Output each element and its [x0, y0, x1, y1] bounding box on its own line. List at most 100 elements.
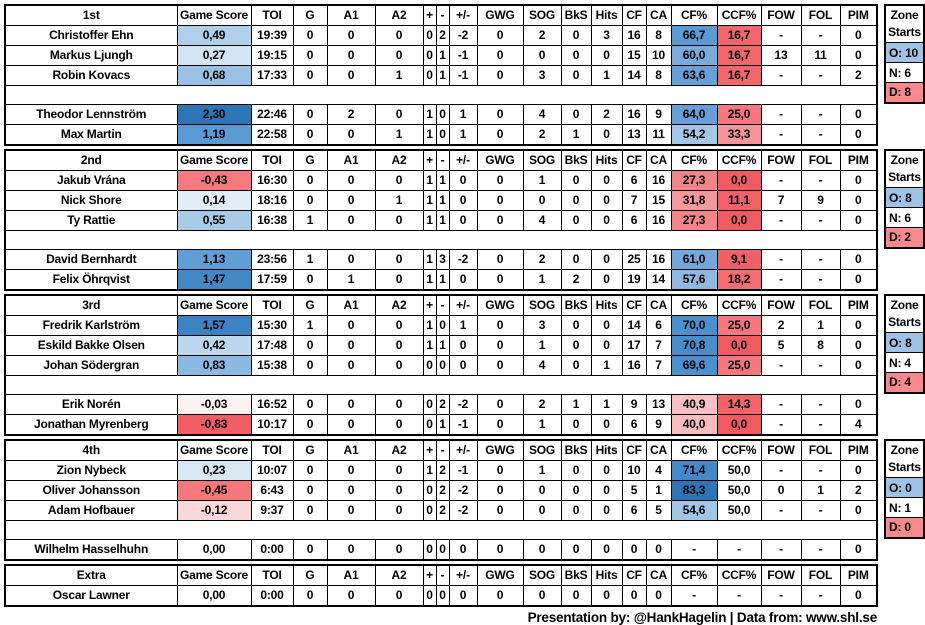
- zone-neutral-row: N: 1: [884, 497, 925, 518]
- stat-cell: 19:39: [250, 25, 294, 46]
- column-header: PIM: [839, 439, 878, 461]
- zone-defensive: D: 0: [884, 517, 925, 538]
- stat-cell: 4: [522, 104, 562, 125]
- column-header: Game Score: [176, 4, 252, 26]
- stat-cell: 0: [435, 104, 450, 125]
- stat-cell: 2: [435, 25, 450, 46]
- column-header: Game Score: [176, 564, 252, 586]
- stat-cell: 0: [560, 355, 592, 376]
- stat-cell: -: [760, 500, 802, 521]
- stat-cell: 0,23: [176, 460, 252, 481]
- player-row: Theodor Lennström 2,30 22:46 0 2 0 1 0 1 0 4 0 2 16 9 6…: [4, 104, 878, 125]
- zone-neutral-row: N: 6: [884, 207, 925, 228]
- stat-cell: -1: [448, 65, 478, 86]
- stat-cell: 4: [839, 414, 878, 436]
- stat-cell: 1: [522, 460, 562, 481]
- column-header: CA: [645, 4, 672, 26]
- stat-cell: 0: [374, 460, 424, 481]
- stat-cell: -: [800, 539, 841, 561]
- stat-cell: 3: [522, 315, 562, 336]
- stat-cell: 0: [422, 500, 437, 521]
- column-header: SOG: [522, 294, 562, 316]
- stats-table: Extra Game Score TOI G A1 A2 + - +/- GWG SOG BkS Hit…: [4, 564, 878, 607]
- stat-cell: 0: [522, 45, 562, 66]
- stat-cell: 0: [839, 104, 878, 125]
- column-header: CF: [621, 294, 647, 316]
- stat-cell: 27,3: [670, 170, 718, 191]
- zone-header-line: Starts: [888, 460, 921, 474]
- section-label: 4th: [4, 439, 178, 461]
- stat-cell: -: [760, 124, 802, 146]
- stat-cell: 1: [292, 249, 328, 270]
- player-row: Jonathan Myrenberg -0,83 10:17 0 0 0 0 1 -1 0 1 0 0 6…: [4, 414, 878, 436]
- player-name-cell: Nick Shore: [4, 190, 178, 211]
- stat-cell: 17:48: [250, 335, 294, 356]
- column-header: CF: [621, 149, 647, 171]
- stat-cell: 0: [560, 65, 592, 86]
- stat-cell: 0: [590, 335, 623, 356]
- column-header: A2: [374, 149, 424, 171]
- stat-cell: 0: [590, 500, 623, 521]
- column-header: -: [435, 294, 450, 316]
- stat-cell: 1: [800, 480, 841, 501]
- column-header: +: [422, 149, 437, 171]
- column-header: +: [422, 294, 437, 316]
- column-header: TOI: [250, 4, 294, 26]
- section-label: 1st: [4, 4, 178, 26]
- stat-cell: 0: [476, 170, 524, 191]
- stat-cell: 0: [590, 539, 623, 561]
- player-row: Max Martin 1,19 22:58 0 0 1 1 0 1 0 2 1 0 13 11 54,2 33,…: [4, 124, 878, 146]
- stat-cell: 1: [448, 104, 478, 125]
- stat-cell: 0: [326, 65, 376, 86]
- player-name-cell: Erik Norén: [4, 394, 178, 415]
- stat-cell: 60,0: [670, 45, 718, 66]
- stat-cell: 0: [374, 104, 424, 125]
- player-row: Johan Södergran 0,83 15:38 0 0 0 0 0 0 0 4 0 1 16 7 69,…: [4, 355, 878, 376]
- stat-cell: 0: [422, 25, 437, 46]
- stat-cell: 6: [621, 500, 647, 521]
- column-header: -: [435, 4, 450, 26]
- column-header: TOI: [250, 294, 294, 316]
- column-header: CCF%: [716, 564, 762, 586]
- stat-cell: 14: [621, 65, 647, 86]
- stat-cell: -: [760, 104, 802, 125]
- stat-cell: 1: [448, 315, 478, 336]
- column-header: SOG: [522, 439, 562, 461]
- stat-cell: 64,0: [670, 104, 718, 125]
- stat-cell: 0: [374, 414, 424, 436]
- stat-cell: 0,00: [176, 539, 252, 561]
- stat-cell: 1: [522, 269, 562, 291]
- zone-neutral: N: 6: [884, 207, 925, 228]
- stat-cell: 16,7: [716, 25, 762, 46]
- column-header: G: [292, 294, 328, 316]
- column-header: TOI: [250, 439, 294, 461]
- stat-cell: 2: [590, 104, 623, 125]
- stat-cell: -: [760, 65, 802, 86]
- stat-cell: 71,4: [670, 460, 718, 481]
- stat-cell: 0: [374, 25, 424, 46]
- stat-cell: 0: [326, 249, 376, 270]
- player-name-cell: Christoffer Ehn: [4, 25, 178, 46]
- zone-defensive-row: D: 8: [884, 82, 925, 103]
- header-row: 1st Game Score TOI G A1 A2 + - +/- GWG SOG BkS Hits C…: [4, 4, 878, 26]
- stat-cell: 0: [522, 539, 562, 561]
- column-header: GWG: [476, 4, 524, 26]
- stat-cell: 1: [590, 355, 623, 376]
- zone-header: Zone Starts: [884, 4, 925, 43]
- stat-cell: 0: [292, 460, 328, 481]
- stat-cell: 2: [560, 269, 592, 291]
- stat-cell: 2: [435, 500, 450, 521]
- stat-cell: -1: [448, 460, 478, 481]
- player-name-cell: Max Martin: [4, 124, 178, 146]
- stat-cell: 7: [645, 335, 672, 356]
- column-header: PIM: [839, 564, 878, 586]
- stat-cell: 0: [476, 315, 524, 336]
- player-row: Markus Ljungh 0,27 19:15 0 0 0 0 1 -1 0 0 0 0 15 10 60,…: [4, 45, 878, 66]
- line-section-1st: 1st Game Score TOI G A1 A2 + - +/- GWG SOG BkS Hits C…: [4, 4, 925, 146]
- stat-cell: 0: [560, 315, 592, 336]
- stat-cell: 18:16: [250, 190, 294, 211]
- stat-cell: 0,83: [176, 355, 252, 376]
- stats-table: 1st Game Score TOI G A1 A2 + - +/- GWG SOG BkS Hits C…: [4, 4, 878, 146]
- column-header: PIM: [839, 149, 878, 171]
- stat-cell: 0: [326, 190, 376, 211]
